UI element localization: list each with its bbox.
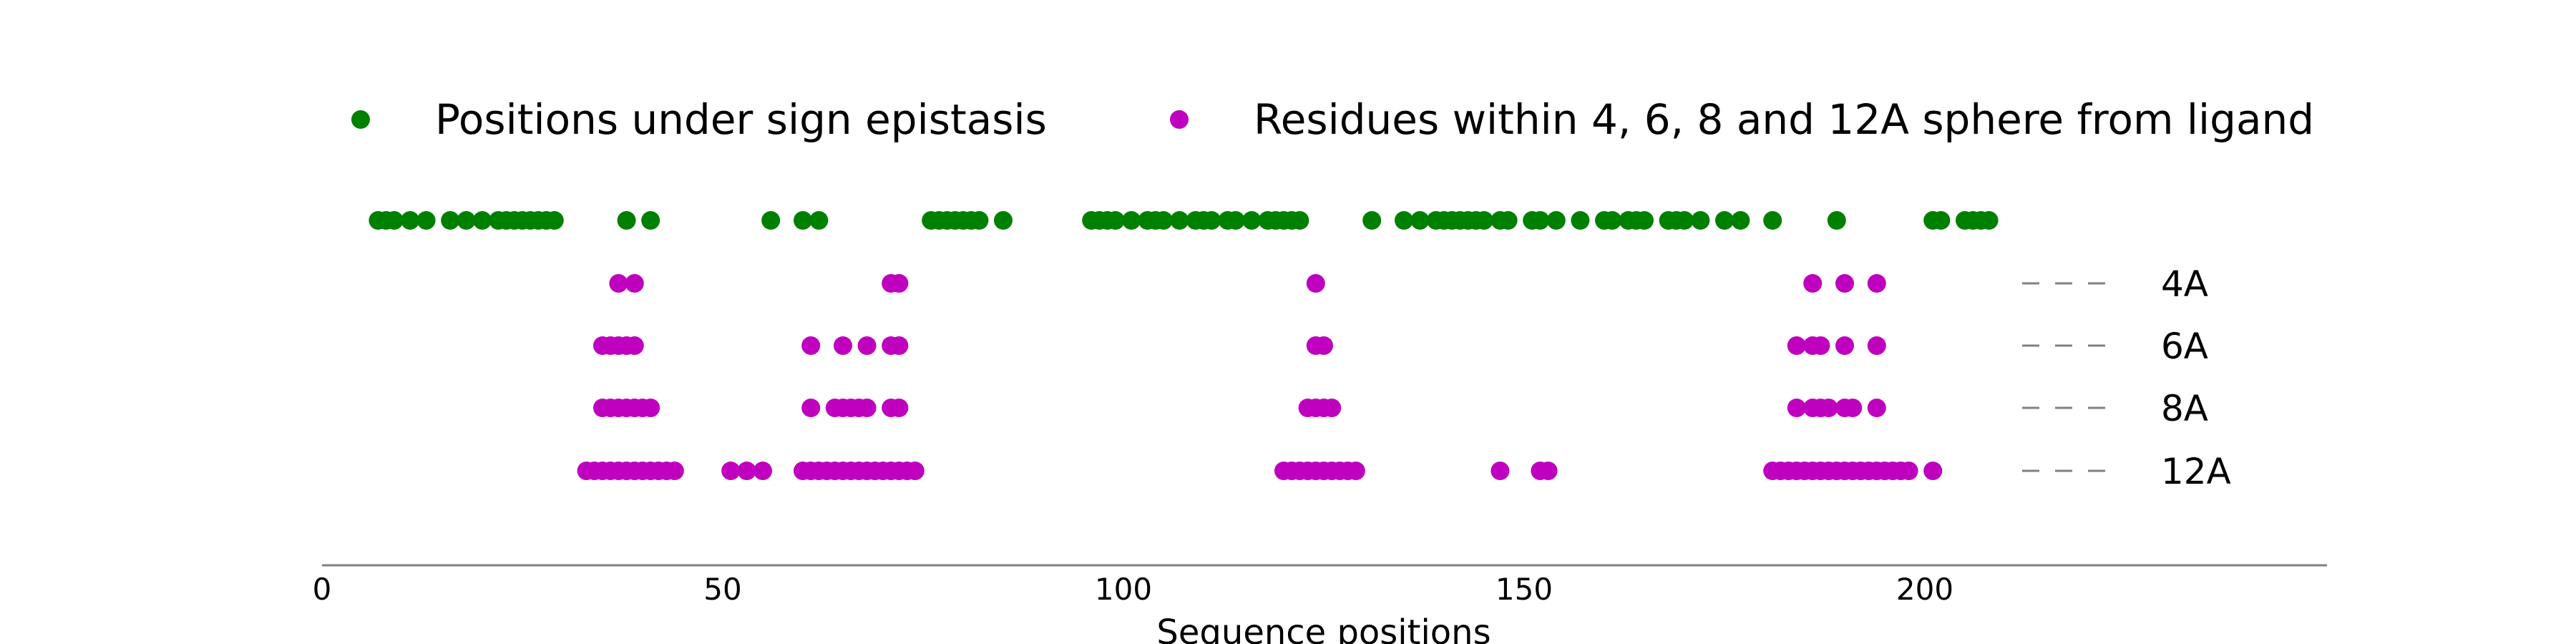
epistasis-point	[457, 211, 476, 230]
x-tick-label: 0	[313, 572, 332, 607]
ligand-sphere-point-12a	[1346, 462, 1365, 480]
epistasis-point	[1603, 211, 1622, 230]
ligand-sphere-point-6a	[1867, 336, 1886, 355]
ligand-sphere-point-12a	[905, 462, 924, 480]
x-axis-title: Sequence positions	[1156, 613, 1491, 644]
epistasis-point	[1475, 211, 1493, 230]
epistasis-point	[994, 211, 1013, 230]
epistasis-point	[384, 211, 404, 230]
ligand-sphere-point-12a	[1923, 462, 1943, 480]
ligand-sphere-point-4a	[1835, 274, 1854, 293]
ligand-sphere-point-12a	[1491, 462, 1510, 480]
epistasis-point	[809, 211, 829, 230]
ligand-sphere-point-8a	[1819, 399, 1838, 417]
epistasis-point	[1170, 211, 1189, 230]
x-tick-label: 100	[1095, 572, 1152, 607]
epistasis-point	[1546, 211, 1566, 230]
x-tick-labels: 0 50 100 150 200	[313, 572, 1953, 607]
ligand-sphere-point-6a	[1787, 336, 1806, 355]
legend-marker-epistasis	[351, 110, 370, 129]
ligand-sphere-point-12a	[1899, 462, 1918, 480]
legend-label-epistasis: Positions under sign epistasis	[435, 95, 1047, 144]
epistasis-point	[1106, 211, 1125, 230]
x-tick-label: 150	[1496, 572, 1553, 607]
row-label-12a: 12A	[2161, 451, 2231, 492]
epistasis-point	[1410, 211, 1430, 230]
epistasis-point	[1827, 211, 1846, 230]
ligand-sphere-point-4a	[1306, 274, 1325, 293]
ligand-sphere-point-8a	[1787, 399, 1806, 417]
epistasis-point	[1395, 211, 1413, 230]
data-marks	[369, 211, 1999, 480]
ligand-sphere-point-6a	[625, 336, 644, 355]
ligand-sphere-point-6a	[889, 336, 909, 355]
epistasis-point	[761, 211, 781, 230]
epistasis-point	[1202, 211, 1221, 230]
ligand-sphere-point-6a	[857, 336, 877, 355]
epistasis-point	[641, 211, 660, 230]
ligand-sphere-point-8a	[801, 399, 821, 417]
ligand-sphere-point-4a	[609, 274, 628, 293]
epistasis-point	[1931, 211, 1951, 230]
epistasis-point	[1571, 211, 1590, 230]
x-tick-label: 50	[703, 572, 741, 607]
x-axis: 0 50 100 150 200 Sequence positions	[313, 564, 2327, 644]
row-labels: 4A 6A 8A 12A	[2022, 263, 2231, 492]
row-label-4a: 4A	[2161, 263, 2208, 305]
row-label-6a: 6A	[2161, 326, 2208, 367]
epistasis-point	[1691, 211, 1710, 230]
epistasis-point	[1731, 211, 1750, 230]
ligand-sphere-point-8a	[1843, 399, 1863, 417]
epistasis-point	[1226, 211, 1245, 230]
epistasis-point	[1635, 211, 1654, 230]
ligand-sphere-point-8a	[1322, 399, 1342, 417]
epistasis-point	[1763, 211, 1782, 230]
epistasis-point	[416, 211, 436, 230]
ligand-sphere-point-8a	[641, 399, 660, 417]
epistasis-point	[1979, 211, 1999, 230]
ligand-sphere-point-4a	[1867, 274, 1886, 293]
legend-label-ligand-sphere: Residues within 4, 6, 8 and 12A sphere f…	[1254, 95, 2314, 144]
ligand-sphere-point-12a	[665, 462, 684, 480]
epistasis-point	[1122, 211, 1141, 230]
ligand-sphere-point-6a	[1811, 336, 1830, 355]
epistasis-point	[1531, 211, 1550, 230]
epistasis-point	[1498, 211, 1518, 230]
legend-marker-ligand-sphere	[1170, 110, 1189, 129]
ligand-sphere-point-12a	[753, 462, 772, 480]
row-label-8a: 8A	[2161, 388, 2208, 429]
ligand-sphere-point-12a	[1538, 462, 1558, 480]
x-tick-label: 200	[1896, 572, 1953, 607]
ligand-sphere-point-6a	[1314, 336, 1333, 355]
ligand-sphere-point-4a	[889, 274, 909, 293]
ligand-sphere-point-6a	[801, 336, 821, 355]
ligand-sphere-point-6a	[1835, 336, 1854, 355]
epistasis-point	[1290, 211, 1309, 230]
epistasis-point	[1154, 211, 1173, 230]
epistasis-point	[617, 211, 636, 230]
ligand-sphere-point-4a	[625, 274, 644, 293]
ligand-sphere-point-8a	[857, 399, 877, 417]
ligand-sphere-point-12a	[737, 462, 756, 480]
epistasis-point	[401, 211, 420, 230]
epistasis-point	[545, 211, 564, 230]
epistasis-point	[794, 211, 812, 230]
epistasis-point	[1242, 211, 1262, 230]
ligand-sphere-point-4a	[1803, 274, 1823, 293]
epistasis-point	[473, 211, 492, 230]
ligand-sphere-point-12a	[721, 462, 741, 480]
legend: Positions under sign epistasis Residues …	[351, 95, 2314, 144]
epistasis-point	[1675, 211, 1694, 230]
ligand-sphere-point-8a	[1867, 399, 1886, 417]
ligand-sphere-point-6a	[834, 336, 852, 355]
epistasis-point	[441, 211, 460, 230]
ligand-sphere-point-8a	[889, 399, 909, 417]
epistasis-point	[1715, 211, 1734, 230]
epistasis-point	[970, 211, 989, 230]
epistasis-point	[1362, 211, 1382, 230]
